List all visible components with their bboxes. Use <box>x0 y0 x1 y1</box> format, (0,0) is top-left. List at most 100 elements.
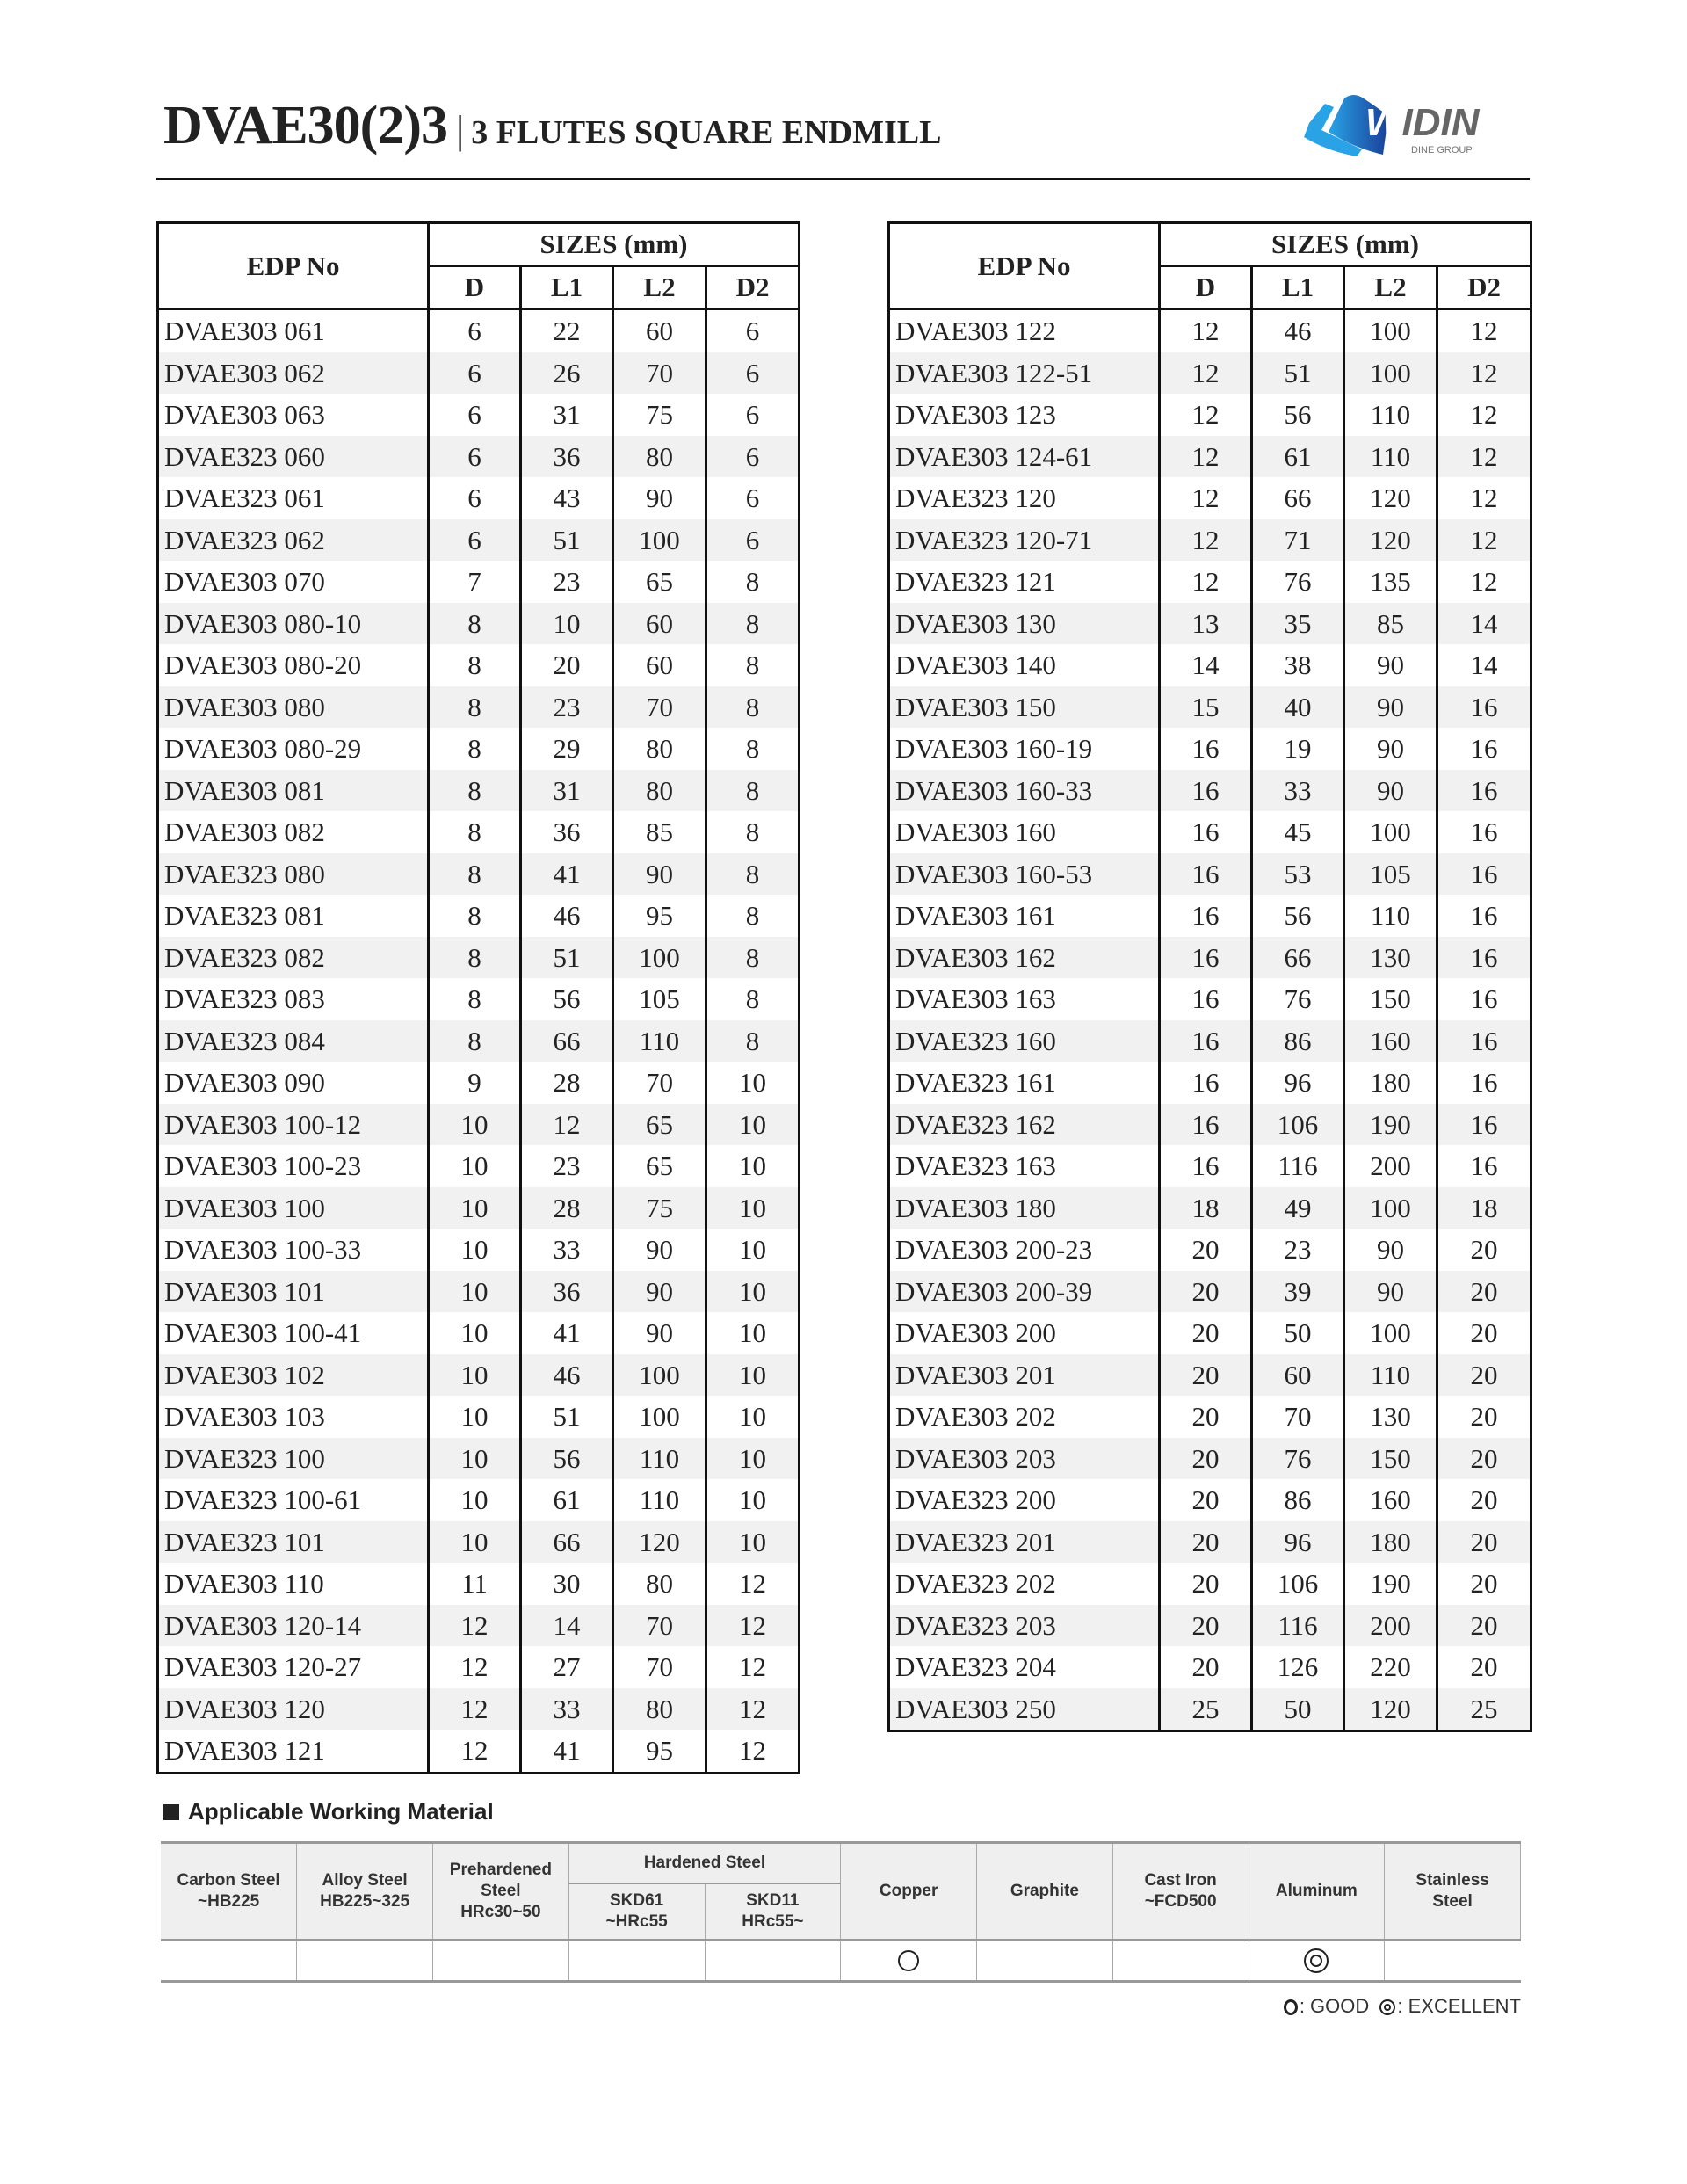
edp-cell: DVAE303 160-33 <box>888 769 1160 811</box>
l2-cell: 100 <box>612 936 706 978</box>
l2-cell: 100 <box>1343 308 1437 352</box>
l2-cell: 200 <box>1343 1145 1437 1187</box>
d2-cell: 16 <box>1435 1145 1531 1187</box>
table-row: DVAE323 162 16 106 190 16 <box>888 1103 1531 1145</box>
edp-cell: DVAE303 100-23 <box>164 1150 362 1182</box>
d-cell: 18 <box>1158 1186 1252 1229</box>
l1-cell: 36 <box>519 435 613 477</box>
edp-cell: DVAE303 070 <box>164 566 325 598</box>
edp-cell: DVAE303 080 <box>157 686 429 728</box>
l2-cell: 160 <box>1343 1479 1437 1521</box>
d-cell: 8 <box>427 769 521 811</box>
d2-cell: 12 <box>1435 435 1531 477</box>
d-cell: 12 <box>1158 561 1252 603</box>
table-row: DVAE303 100 10 28 75 10 <box>157 1186 800 1229</box>
table-row: DVAE323 100 10 56 110 10 <box>157 1437 800 1479</box>
l2-cell: 120 <box>1343 1687 1437 1731</box>
edp-cell: DVAE323 084 <box>157 1019 429 1062</box>
rating-cell <box>1384 1939 1521 1982</box>
d2-cell: 6 <box>704 394 800 436</box>
edp-cell: DVAE303 150 <box>888 686 1160 728</box>
d2-cell: 10 <box>704 1353 800 1396</box>
l1-cell: 106 <box>1250 1563 1344 1605</box>
d-cell: 20 <box>1158 1229 1252 1271</box>
l2-cell: 90 <box>612 1312 706 1354</box>
d2-cell: 8 <box>704 602 800 644</box>
table-row: DVAE323 062 6 51 100 6 <box>157 519 800 561</box>
d2-cell: 12 <box>704 1730 800 1773</box>
d2-cell: 25 <box>1435 1687 1531 1731</box>
l1-cell: 56 <box>1250 394 1344 436</box>
d2-cell: 8 <box>704 811 800 853</box>
table-row: DVAE323 163 16 116 200 16 <box>889 1145 1531 1187</box>
edp-cell: DVAE323 121 <box>895 566 1056 598</box>
d2-cell: 10 <box>704 1103 800 1145</box>
edp-cell: DVAE303 160-53 <box>888 853 1160 895</box>
table-row: DVAE303 140 14 38 90 14 <box>889 644 1531 686</box>
l2-cell: 120 <box>1343 477 1437 519</box>
d2-cell: 16 <box>1435 686 1531 728</box>
l2-cell: 110 <box>612 1479 706 1521</box>
l2-cell: 60 <box>612 644 706 686</box>
l1-cell: 66 <box>519 1520 613 1563</box>
l1-cell: 45 <box>1250 811 1344 853</box>
d2-cell: 20 <box>1435 1604 1531 1646</box>
l1-cell: 41 <box>519 853 613 895</box>
mat-alloy-steel: Alloy Steel HB225~325 <box>296 1842 433 1941</box>
table-row: DVAE323 082 8 51 100 8 <box>157 936 800 978</box>
col-d2: D2 <box>704 265 801 310</box>
edp-cell: DVAE323 120-71 <box>888 519 1160 561</box>
l2-cell: 105 <box>612 978 706 1020</box>
l2-cell: 70 <box>612 1604 706 1646</box>
d-cell: 15 <box>1158 686 1252 728</box>
l1-cell: 14 <box>519 1604 613 1646</box>
l1-cell: 56 <box>519 978 613 1020</box>
d2-cell: 10 <box>704 1520 800 1563</box>
d-cell: 8 <box>427 853 521 895</box>
d2-cell: 12 <box>1435 477 1531 519</box>
table-row: DVAE303 160-19 16 19 90 16 <box>889 728 1531 770</box>
d-cell: 12 <box>427 1730 521 1773</box>
l1-cell: 66 <box>1250 936 1344 978</box>
mat-skd11: SKD11 HRc55~ <box>704 1883 842 1941</box>
l1-cell: 116 <box>1250 1145 1344 1187</box>
l2-cell: 110 <box>1343 394 1437 436</box>
rating-cell <box>704 1939 841 1982</box>
l2-cell: 70 <box>612 686 706 728</box>
mat-hardened-steel: Hardened Steel <box>568 1842 842 1883</box>
table-row: DVAE303 080-29 8 29 80 8 <box>158 728 800 770</box>
d2-cell: 16 <box>1435 769 1531 811</box>
l2-cell: 60 <box>612 308 706 352</box>
l1-cell: 31 <box>519 394 613 436</box>
l1-cell: 51 <box>1250 352 1344 394</box>
d-cell: 9 <box>427 1062 521 1104</box>
edp-cell: DVAE303 082 <box>164 816 325 848</box>
table-row: DVAE303 120-14 12 14 70 12 <box>157 1604 800 1646</box>
edp-cell: DVAE303 100-41 <box>164 1317 362 1349</box>
d-cell: 16 <box>1158 1062 1252 1104</box>
l1-cell: 66 <box>519 1019 613 1062</box>
edp-cell: DVAE303 160 <box>895 816 1056 848</box>
d-cell: 8 <box>427 644 521 686</box>
table-row: DVAE323 080 8 41 90 8 <box>157 853 800 895</box>
table-row: DVAE303 090 9 28 70 10 <box>158 1062 800 1104</box>
l1-cell: 33 <box>519 1229 613 1271</box>
d2-cell: 20 <box>1435 1270 1531 1312</box>
table-row: DVAE303 180 18 49 100 18 <box>888 1186 1531 1229</box>
edp-cell: DVAE303 202 <box>895 1401 1056 1433</box>
l2-cell: 120 <box>612 1520 706 1563</box>
d2-cell: 12 <box>1435 561 1531 603</box>
edp-cell: DVAE323 163 <box>895 1150 1056 1182</box>
d-cell: 11 <box>427 1563 521 1605</box>
edp-cell: DVAE323 083 <box>164 983 325 1015</box>
rating-legend: : GOOD : EXCELLENT <box>1283 1995 1521 2018</box>
l2-cell: 90 <box>1343 1229 1437 1271</box>
d-cell: 6 <box>427 477 521 519</box>
l2-cell: 90 <box>1343 728 1437 770</box>
d2-cell: 6 <box>704 519 800 561</box>
d2-cell: 20 <box>1435 1479 1531 1521</box>
mat-copper: Copper <box>840 1842 977 1941</box>
d-cell: 10 <box>427 1437 521 1479</box>
edp-cell: DVAE323 100 <box>157 1437 429 1479</box>
d-cell: 10 <box>427 1396 521 1438</box>
